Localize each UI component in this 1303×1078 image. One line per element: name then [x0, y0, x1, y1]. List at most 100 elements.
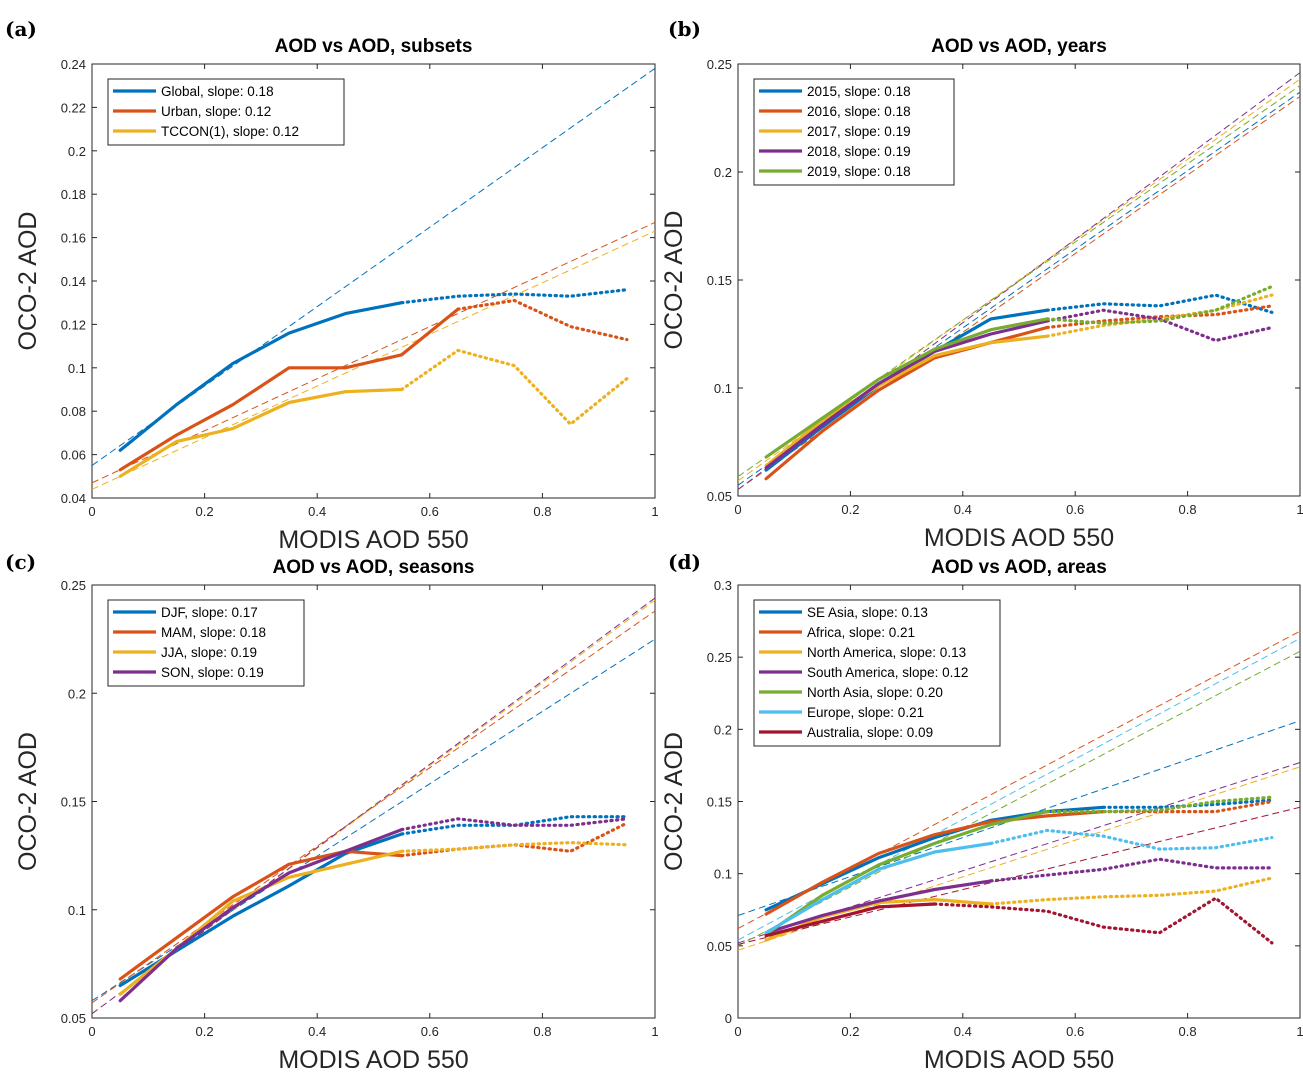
x-tick-label: 0.8 [533, 1024, 551, 1039]
series-line-1 [764, 805, 1105, 912]
series-line-dotted-3 [400, 348, 629, 426]
y-tick-label: 0.15 [707, 795, 732, 810]
legend: 2015, slope: 0.18 2016, slope: 0.18 2017, … [753, 78, 955, 186]
series-line-dotted-6 [989, 828, 1274, 851]
legend-entry: SE Asia, slope: 0.13 [807, 605, 928, 620]
legend-entry: TCCON(1), slope: 0.12 [161, 124, 299, 139]
chart-title: AOD vs AOD, seasons [272, 557, 474, 578]
legend-entry: 2017, slope: 0.19 [807, 124, 911, 139]
x-tick-label: 0.4 [954, 1024, 972, 1039]
y-tick-label: 0.14 [61, 274, 86, 289]
chart-panel-3: (c) AOD vs AOD, seasons 0 0.2 0.4 0.6 0.8 1 0.05… [5, 550, 659, 1074]
legend: SE Asia, slope: 0.13 Africa, slope: 0.21 N… [753, 599, 1001, 747]
legend-entry: North Asia, slope: 0.20 [807, 685, 943, 700]
y-tick-label: 0.25 [61, 578, 86, 593]
x-tick-label: 0.8 [1179, 502, 1197, 517]
legend-entry: Australia, slope: 0.09 [807, 725, 933, 740]
legend-entry: Europe, slope: 0.21 [807, 705, 924, 720]
y-tick-label: 0 [725, 1011, 732, 1026]
x-tick-label: 0.2 [196, 504, 214, 519]
legend: Global, slope: 0.18 Urban, slope: 0.12 TCC… [107, 78, 345, 146]
panel-label: (b) [668, 17, 701, 41]
legend-entry: SON, slope: 0.19 [161, 665, 264, 680]
y-tick-label: 0.06 [61, 448, 86, 463]
chart-panel-2: (b) AOD vs AOD, years 0 0.2 0.4 0.6 0.8 1 0.05 0.… [660, 17, 1303, 552]
series-line-2 [118, 849, 404, 981]
y-tick-label: 0.22 [61, 100, 86, 115]
chart-panel-4: (d) AOD vs AOD, areas 0 0.2 0.4 0.6 0.8 1 0 0.05 0… [660, 550, 1303, 1074]
legend-entry: Global, slope: 0.18 [161, 84, 274, 99]
y-tick-label: 0.16 [61, 231, 86, 246]
fit-line-7 [738, 806, 1300, 945]
x-tick-label: 0.6 [421, 504, 439, 519]
y-axis-label: OCO-2 AOD [14, 732, 42, 871]
panel-label: (c) [5, 550, 36, 574]
series-line-dotted-3 [989, 876, 1274, 906]
series-line-dotted-3 [400, 840, 629, 853]
x-tick-label: 0.4 [954, 502, 972, 517]
x-tick-label: 0.6 [1066, 1024, 1084, 1039]
series-line-1 [118, 301, 404, 452]
x-tick-label: 0.2 [196, 1024, 214, 1039]
series-line-dotted-4 [989, 857, 1274, 883]
fit-line-5 [738, 650, 1300, 947]
legend-entry: North America, slope: 0.13 [807, 645, 966, 660]
series-line-4 [764, 319, 1049, 470]
legend-entry: MAM, slope: 0.18 [161, 625, 266, 640]
panel-label: (a) [5, 17, 37, 41]
x-tick-label: 0 [734, 502, 741, 517]
x-tick-label: 0.8 [1179, 1024, 1197, 1039]
y-tick-label: 0.18 [61, 187, 86, 202]
chart-panel-1: (a) AOD vs AOD, subsets 0 0.2 0.4 0.6 0.8 1 0.04… [5, 17, 659, 554]
y-tick-label: 0.05 [707, 939, 732, 954]
y-tick-label: 0.2 [68, 144, 86, 159]
legend-entry: 2019, slope: 0.18 [807, 164, 911, 179]
x-tick-label: 0.4 [308, 504, 326, 519]
x-axis-label: MODIS AOD 550 [278, 526, 468, 554]
y-tick-label: 0.1 [68, 903, 86, 918]
y-axis-label: OCO-2 AOD [660, 211, 688, 350]
x-tick-label: 0.2 [841, 502, 859, 517]
series-line-3 [118, 849, 404, 996]
legend-entry: DJF, slope: 0.17 [161, 605, 258, 620]
x-tick-label: 0.8 [533, 504, 551, 519]
fit-line-2 [92, 610, 655, 1004]
y-tick-label: 0.2 [714, 722, 732, 737]
legend-entry: South America, slope: 0.12 [807, 665, 968, 680]
x-tick-label: 1 [651, 504, 658, 519]
y-tick-label: 0.1 [68, 361, 86, 376]
y-tick-label: 0.25 [707, 57, 732, 72]
x-tick-label: 0 [88, 504, 95, 519]
y-tick-label: 0.24 [61, 57, 86, 72]
series-line-7 [764, 902, 937, 938]
x-tick-label: 1 [1296, 1024, 1303, 1039]
legend-entry: 2016, slope: 0.18 [807, 104, 911, 119]
series-line-dotted-2 [456, 298, 629, 342]
x-tick-label: 0 [88, 1024, 95, 1039]
fit-line-6 [738, 637, 1300, 941]
plot-area [738, 630, 1300, 951]
series-line-dotted-4 [1045, 308, 1274, 343]
plot-area [738, 72, 1300, 490]
y-tick-label: 0.1 [714, 381, 732, 396]
x-tick-label: 0 [734, 1024, 741, 1039]
plot-area [92, 597, 655, 1015]
x-tick-label: 0.6 [1066, 502, 1084, 517]
fit-line-1 [92, 638, 655, 1002]
panel-label: (d) [668, 550, 701, 574]
y-tick-label: 0.15 [61, 795, 86, 810]
legend-entry: Africa, slope: 0.21 [807, 625, 915, 640]
x-axis-label: MODIS AOD 550 [924, 524, 1114, 552]
y-tick-label: 0.04 [61, 491, 86, 506]
y-tick-label: 0.05 [61, 1011, 86, 1026]
y-tick-label: 0.12 [61, 317, 86, 332]
series-line-2 [764, 325, 1049, 481]
plot-area [92, 67, 655, 490]
series-line-3 [118, 387, 404, 478]
y-tick-label: 0.2 [68, 686, 86, 701]
legend-entry: 2015, slope: 0.18 [807, 84, 911, 99]
series-line-dotted-1 [1101, 798, 1274, 809]
series-line-3 [764, 334, 1049, 468]
y-tick-label: 0.2 [714, 165, 732, 180]
